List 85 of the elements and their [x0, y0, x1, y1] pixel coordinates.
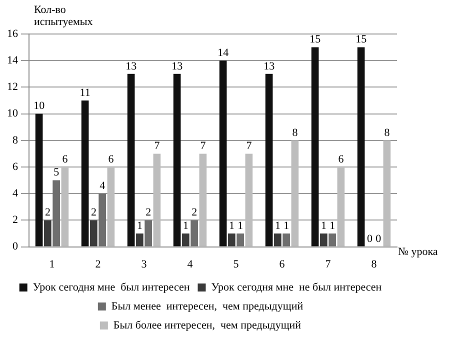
bar	[265, 74, 273, 246]
y-tick-label: 4	[12, 187, 18, 200]
data-label: 13	[264, 60, 276, 72]
y-tick-label: 0	[12, 240, 18, 253]
bar	[35, 114, 43, 246]
data-label: 7	[246, 140, 252, 152]
data-label: 7	[200, 140, 206, 152]
bar	[282, 234, 290, 246]
bar	[328, 234, 336, 246]
x-tick-label: 2	[95, 258, 101, 270]
data-label: 1	[284, 220, 290, 232]
data-label: 8	[384, 126, 390, 139]
data-label: 7	[154, 140, 160, 152]
data-label: 1	[136, 220, 142, 232]
x-tick-label: 4	[187, 258, 194, 270]
x-tick-label: 3	[141, 258, 148, 270]
bar	[173, 74, 181, 246]
data-label: 1	[330, 220, 336, 232]
y-axis-title: Кол-во испытуемых	[34, 4, 94, 28]
bar	[337, 167, 345, 246]
bar	[291, 140, 299, 246]
data-label: 15	[356, 34, 368, 46]
legend-label: Урок сегодня мне был интересен	[32, 281, 190, 294]
data-label: 10	[34, 100, 46, 112]
bar	[320, 234, 328, 246]
data-label: 1	[182, 220, 188, 232]
bar	[274, 234, 282, 246]
data-label: 11	[80, 86, 90, 99]
data-label: 1	[228, 220, 234, 232]
bar	[190, 220, 198, 246]
data-label: 6	[108, 153, 114, 166]
x-tick-label: 8	[371, 258, 378, 270]
bar	[127, 74, 135, 246]
data-label: 1	[320, 220, 326, 232]
bar	[219, 60, 227, 246]
bar	[311, 47, 319, 246]
bar	[81, 100, 89, 246]
y-tick-label: 2	[12, 214, 18, 226]
y-tick-label: 16	[7, 28, 18, 40]
bar	[199, 154, 207, 246]
bar	[245, 154, 253, 246]
y-tick-label: 6	[12, 160, 18, 173]
bar	[383, 140, 391, 246]
bar	[61, 167, 69, 246]
data-label: 2	[44, 206, 50, 219]
x-tick-label: 6	[279, 258, 286, 270]
bar	[236, 234, 244, 246]
bar	[228, 234, 236, 246]
bar	[357, 47, 365, 246]
y-tick-label: 10	[7, 108, 18, 120]
data-label: 5	[54, 166, 60, 179]
data-label: 2	[146, 206, 152, 219]
bar	[52, 180, 60, 246]
bar	[90, 220, 98, 246]
data-label: 6	[62, 153, 68, 166]
data-label: 13	[172, 60, 184, 72]
y-tick-label: 12	[7, 81, 18, 94]
legend-label: Урок сегодня мне не был интересен	[211, 281, 382, 294]
data-label: 13	[126, 60, 138, 72]
data-label: 2	[192, 206, 198, 219]
y-tick-label: 8	[12, 134, 18, 146]
legend-label: Был менее интересен, чем предыдущий	[111, 300, 304, 312]
data-label: 0	[366, 233, 373, 246]
bar	[107, 167, 115, 246]
data-label: 0	[376, 233, 382, 246]
legend-label: Был более интересен, чем предыдущий	[113, 319, 302, 332]
data-label: 2	[90, 206, 96, 219]
data-label: 4	[100, 180, 106, 192]
x-tick-label: 1	[49, 258, 55, 270]
data-label: 14	[218, 46, 230, 59]
bar	[136, 234, 144, 246]
data-label: 15	[310, 34, 322, 46]
x-axis-title: № урока	[398, 246, 438, 258]
data-label: 6	[338, 153, 344, 166]
data-label: 8	[292, 126, 298, 139]
x-tick-label: 5	[233, 258, 240, 270]
bar	[44, 220, 52, 246]
data-label: 1	[274, 220, 280, 232]
bar	[153, 154, 161, 246]
x-tick-label: 7	[325, 258, 332, 270]
bar	[144, 220, 152, 246]
bar	[182, 234, 190, 246]
y-tick-label: 14	[7, 54, 18, 66]
data-label: 1	[238, 220, 244, 232]
bar	[98, 194, 106, 246]
